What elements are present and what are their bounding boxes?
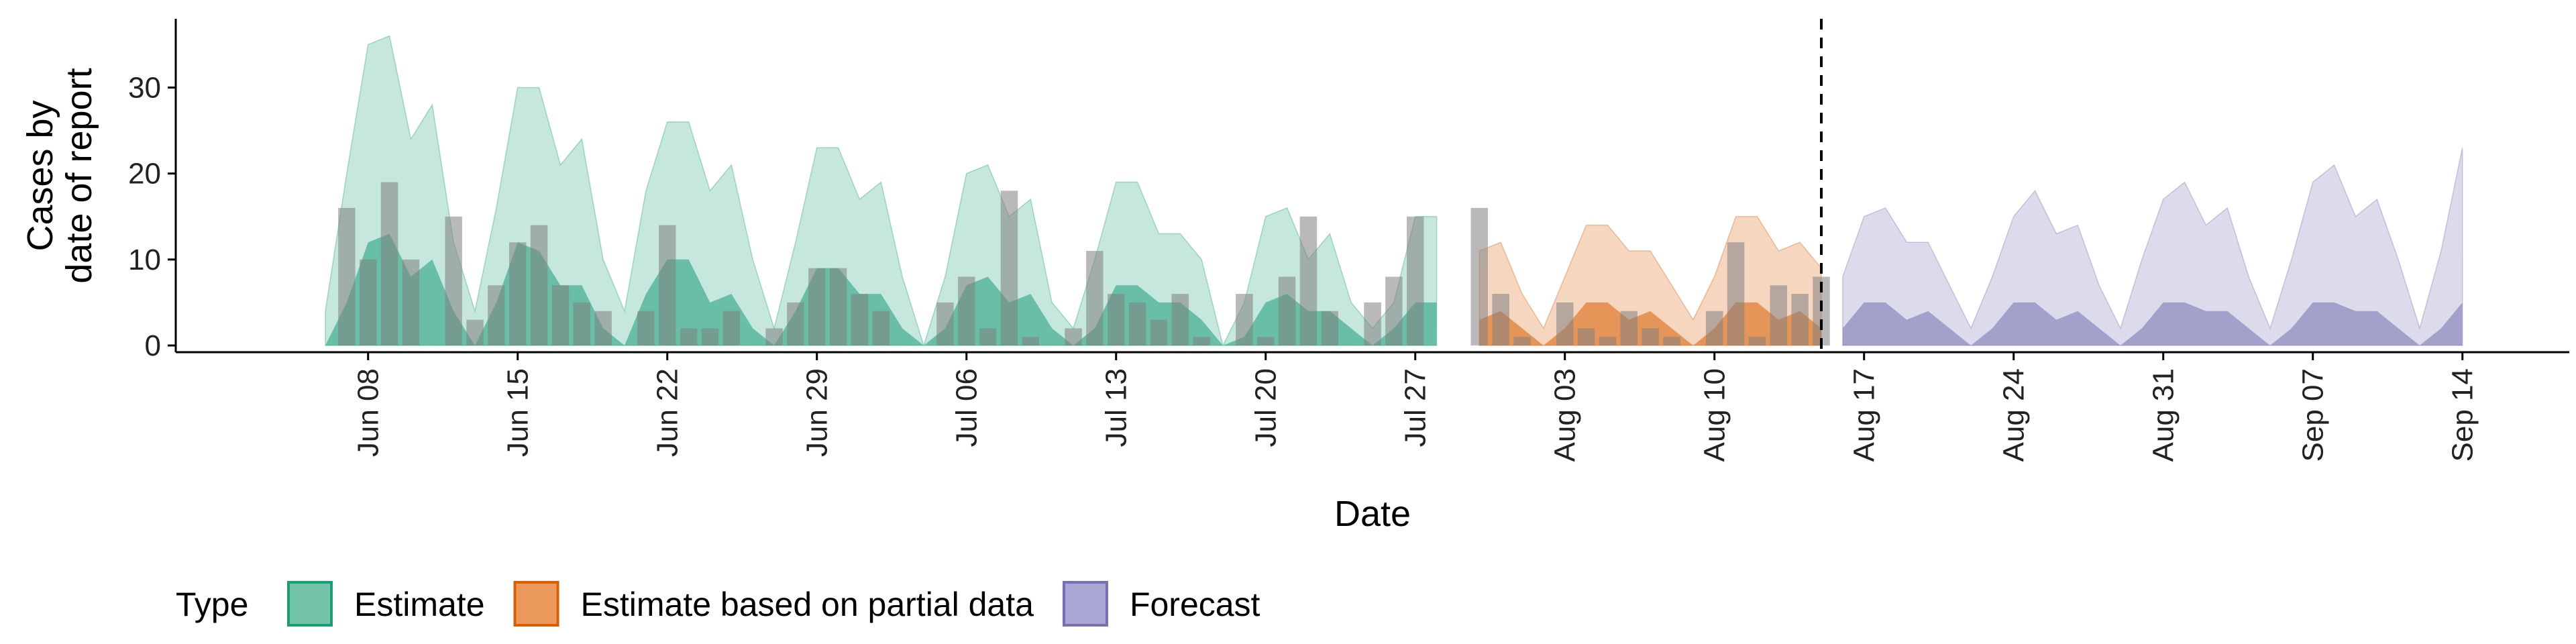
ribbon-inner-estimate	[325, 233, 1437, 345]
case-bar	[1791, 294, 1809, 345]
case-bar	[360, 259, 377, 345]
x-axis-title: Date	[1334, 494, 1411, 534]
x-tick-label: Jul 27	[1399, 368, 1432, 447]
y-tick-label: 20	[128, 158, 161, 191]
legend-label-estimate-based-on-partial-data: Estimate based on partial data	[581, 586, 1034, 623]
case-bar	[787, 302, 804, 345]
x-tick-label: Jun 29	[801, 368, 834, 457]
case-bar	[1599, 337, 1617, 345]
x-tick-label: Jul 06	[951, 368, 983, 447]
case-bar	[1770, 285, 1787, 345]
legend-label-forecast: Forecast	[1130, 586, 1260, 623]
case-bar	[1278, 276, 1296, 345]
case-bar	[445, 216, 462, 345]
case-bar	[1257, 337, 1275, 345]
x-tick-label: Jun 08	[352, 368, 385, 457]
case-bar	[829, 268, 847, 345]
case-bar	[701, 328, 719, 345]
axes: Cases by date of report Date 0 10 20 30 Jun …	[20, 19, 2569, 534]
case-bar	[402, 259, 420, 345]
case-bar	[765, 328, 783, 345]
case-bar	[1022, 337, 1039, 345]
case-bar	[1321, 311, 1338, 345]
x-tick-label: Jun 22	[651, 368, 684, 457]
ribbon-outer-forecast	[1842, 148, 2463, 346]
case-bar	[1470, 207, 1488, 345]
case-bar	[1407, 216, 1424, 345]
case-bar	[1727, 242, 1745, 345]
legend-swatch-forecast	[1062, 581, 1108, 627]
case-bar	[1620, 311, 1638, 345]
legend-label-estimate: Estimate	[354, 586, 485, 623]
case-bar	[509, 242, 527, 345]
case-bar	[1128, 302, 1146, 345]
case-bar	[1663, 337, 1680, 345]
x-tick-label: Aug 10	[1699, 368, 1731, 462]
case-bar	[488, 285, 505, 345]
case-bar	[851, 294, 869, 345]
case-bar	[1150, 319, 1168, 345]
case-bar	[1706, 311, 1723, 345]
x-tick-label: Aug 31	[2147, 368, 2180, 462]
x-tick-label: Sep 07	[2297, 368, 2330, 462]
case-bar	[1364, 302, 1381, 345]
case-bar	[530, 225, 548, 345]
case-bar	[1577, 328, 1595, 345]
y-tick-label: 0	[145, 329, 161, 362]
legend-title: Type	[176, 586, 248, 623]
x-tick-label: Aug 24	[1998, 368, 2031, 462]
x-tick-label: Jul 13	[1100, 368, 1133, 447]
x-tick-label: Jun 15	[502, 368, 535, 457]
case-bar	[466, 319, 484, 345]
case-bar	[1299, 216, 1318, 345]
plot-area	[325, 19, 2463, 352]
x-tick-label: Sep 14	[2447, 368, 2479, 462]
case-bar	[338, 207, 356, 345]
legend: Type Estimate Estimate based on partial d…	[176, 581, 1260, 627]
case-bar	[1171, 294, 1189, 345]
legend-swatch-estimate	[287, 581, 333, 627]
case-bar	[1108, 294, 1125, 345]
ribbon-inner-forecast	[1842, 302, 2463, 345]
x-tick-label: Jul 20	[1250, 368, 1283, 447]
case-bar	[979, 328, 997, 345]
case-bar	[1065, 328, 1082, 345]
case-bar	[936, 302, 954, 345]
case-bar	[1748, 337, 1766, 345]
legend-swatch-estimate-based-on-partial-data	[513, 581, 559, 627]
case-bar	[1642, 328, 1659, 345]
case-bar	[659, 225, 676, 345]
case-bar	[722, 311, 740, 345]
y-tick-label: 10	[128, 244, 161, 276]
y-axis-title-line2: date of report	[59, 68, 99, 283]
case-bar	[573, 302, 590, 345]
case-bar	[958, 276, 975, 345]
case-bar	[1513, 337, 1531, 345]
case-bar	[680, 328, 698, 345]
case-bar	[1193, 337, 1210, 345]
case-bar	[637, 311, 655, 345]
case-bar	[594, 311, 612, 345]
ribbon-outer-estimate	[325, 35, 1438, 347]
case-bar	[1086, 251, 1104, 345]
case-bar	[1492, 294, 1509, 345]
case-bar	[380, 182, 398, 345]
case-bar	[1000, 191, 1018, 345]
y-axis-title-line1: Cases by	[20, 100, 60, 251]
case-bar	[872, 311, 890, 345]
case-bar	[1556, 302, 1574, 345]
x-tick-label: Aug 03	[1549, 368, 1582, 462]
case-bar	[1236, 294, 1253, 345]
case-bar	[551, 285, 570, 345]
x-tick-label: Aug 17	[1848, 368, 1881, 462]
y-tick-label: 30	[128, 72, 161, 105]
case-bar	[1385, 276, 1403, 345]
case-bar	[808, 268, 826, 345]
